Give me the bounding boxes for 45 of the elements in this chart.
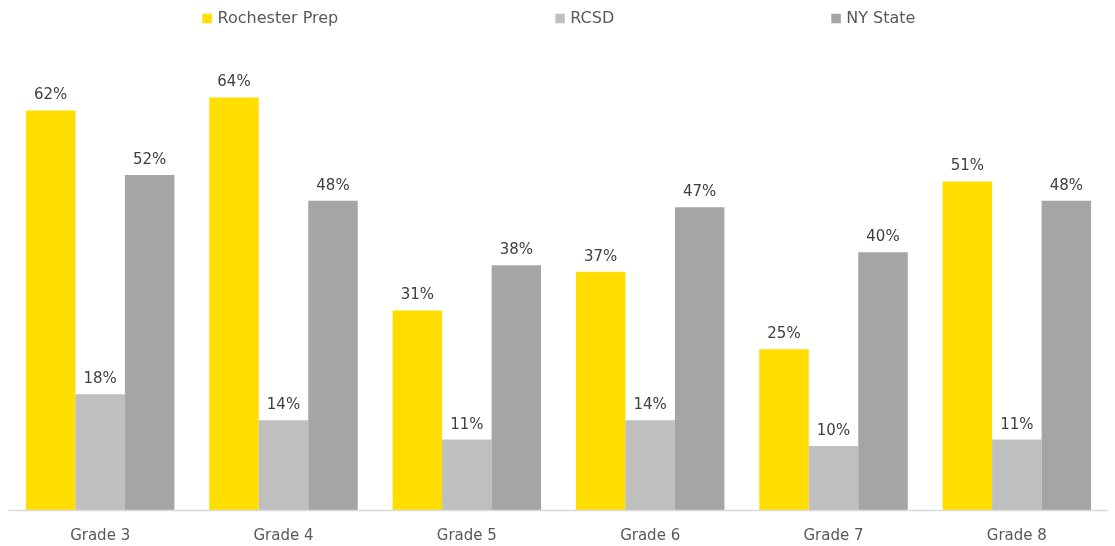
bar xyxy=(25,110,76,511)
data-label: 14% xyxy=(633,395,667,414)
x-tick-label: Grade 8 xyxy=(986,525,1047,544)
bar xyxy=(392,310,443,511)
data-label: 25% xyxy=(767,324,801,343)
legend-label: RCSD xyxy=(570,8,615,27)
data-label: 14% xyxy=(266,395,301,414)
bar xyxy=(942,181,993,511)
legend-label: Rochester Prep xyxy=(217,8,339,27)
bar xyxy=(858,252,908,511)
data-label: 48% xyxy=(316,175,350,194)
x-tick-label: Grade 6 xyxy=(620,525,681,544)
x-tick-label: Grade 4 xyxy=(253,525,314,544)
data-label: 37% xyxy=(584,246,618,265)
data-label: 47% xyxy=(683,182,717,201)
data-label: 64% xyxy=(217,72,251,91)
data-label: 48% xyxy=(1049,175,1084,194)
bar xyxy=(575,271,626,511)
data-label: 52% xyxy=(133,149,167,168)
data-label: 40% xyxy=(866,227,900,246)
bar xyxy=(75,394,125,511)
x-tick-label: Grade 3 xyxy=(70,525,131,544)
bar xyxy=(491,265,542,511)
x-tick-label: Grade 5 xyxy=(436,525,497,544)
bar xyxy=(124,174,175,511)
data-label: 11% xyxy=(1000,414,1034,433)
bar xyxy=(258,420,309,511)
bar xyxy=(759,349,809,511)
data-label: 18% xyxy=(83,369,117,388)
data-label: 11% xyxy=(450,414,484,433)
legend-label: NY State xyxy=(846,8,916,27)
bar xyxy=(442,439,492,511)
bar xyxy=(674,207,725,511)
bar xyxy=(209,97,259,511)
data-label: 10% xyxy=(816,420,851,439)
bar xyxy=(625,420,675,511)
x-tick-label: Grade 7 xyxy=(803,525,864,544)
data-label: 62% xyxy=(34,85,68,104)
data-label: 38% xyxy=(499,240,534,259)
data-label: 31% xyxy=(400,285,435,304)
bar xyxy=(808,445,859,511)
bar xyxy=(1041,200,1092,511)
bar xyxy=(992,439,1042,511)
bar xyxy=(308,200,358,511)
data-label: 51% xyxy=(950,156,985,175)
